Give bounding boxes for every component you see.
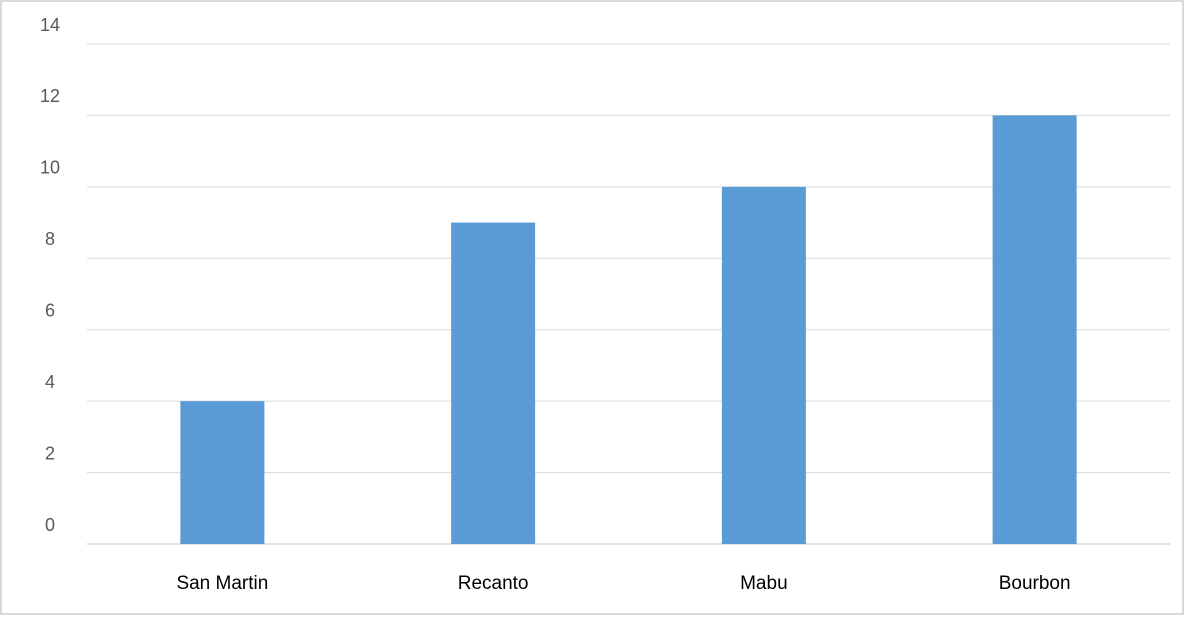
x-tick-label: San Martin [176, 573, 268, 594]
x-tick-label: Recanto [458, 573, 529, 594]
bars [180, 115, 1077, 545]
y-tick-label: 12 [40, 86, 60, 106]
x-tick-label: Bourbon [999, 573, 1071, 594]
bar [451, 222, 536, 545]
bar [180, 401, 265, 544]
bar [992, 115, 1077, 544]
gridlines [87, 43, 1170, 545]
x-tick-label: Mabu [740, 573, 788, 594]
y-tick-label: 0 [45, 515, 55, 535]
bar [721, 186, 806, 544]
y-tick-label: 4 [45, 372, 55, 392]
y-tick-label: 2 [45, 443, 55, 463]
y-tick-label: 14 [40, 15, 60, 35]
y-tick-label: 8 [45, 229, 55, 249]
y-axis-ticks: 0 2 4 6 8 10 12 14 [40, 15, 60, 535]
x-axis-ticks: San Martin Recanto Mabu Bourbon [176, 573, 1070, 594]
y-tick-label: 6 [45, 300, 55, 320]
y-tick-label: 10 [40, 158, 60, 178]
